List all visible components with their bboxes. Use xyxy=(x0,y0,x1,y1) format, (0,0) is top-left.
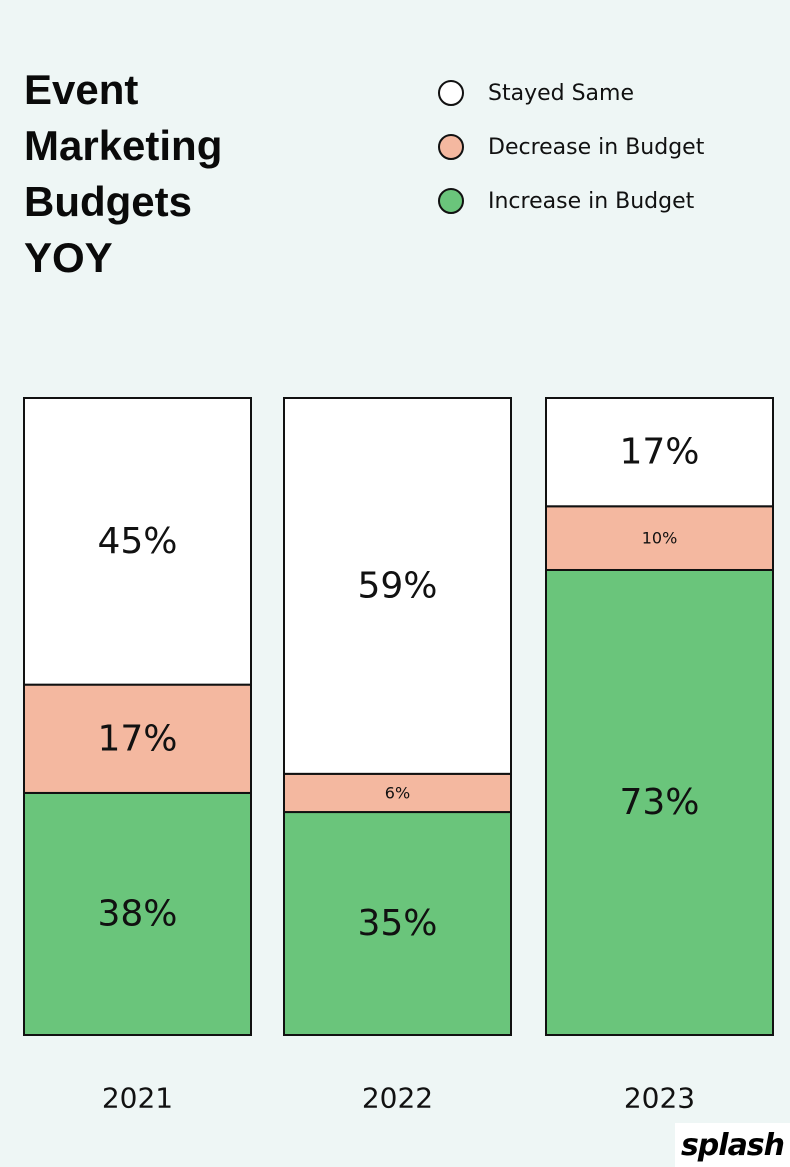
legend-swatch-decrease xyxy=(438,134,464,160)
legend-item-increase: Increase in Budget xyxy=(438,174,704,228)
x-tick-label: 2023 xyxy=(624,1082,695,1115)
data-label: 17% xyxy=(619,432,699,473)
data-label: 73% xyxy=(619,782,699,823)
data-label: 59% xyxy=(357,565,437,606)
legend-item-decrease: Decrease in Budget xyxy=(438,120,704,174)
bar-segment-increase-in-budget-2022 xyxy=(283,811,512,1036)
bar-segment-stayed-same-2021 xyxy=(23,397,252,686)
legend: Stayed Same Decrease in Budget Increase … xyxy=(438,66,704,228)
data-label: 17% xyxy=(97,718,177,759)
legend-item-stayed-same: Stayed Same xyxy=(438,66,704,120)
chart-title: Event Marketing Budgets YOY xyxy=(24,66,223,281)
data-label: 35% xyxy=(357,903,437,944)
data-label: 45% xyxy=(97,521,177,562)
bar-segment-decrease-in-budget-2021 xyxy=(23,683,252,794)
legend-label: Increase in Budget xyxy=(488,188,695,214)
bar-segment-stayed-same-2023 xyxy=(545,397,774,508)
x-tick-label: 2021 xyxy=(102,1082,173,1115)
legend-label: Decrease in Budget xyxy=(488,134,705,160)
data-label: 6% xyxy=(385,783,410,802)
legend-swatch-increase xyxy=(438,188,464,214)
data-label: 10% xyxy=(642,529,678,548)
bar-segment-increase-in-budget-2023 xyxy=(545,568,774,1036)
data-label: 38% xyxy=(97,893,177,934)
bar-segment-stayed-same-2022 xyxy=(283,397,512,775)
splash-logo: splash xyxy=(675,1123,790,1167)
bar-segment-decrease-in-budget-2022 xyxy=(283,772,512,814)
legend-swatch-stayed-same xyxy=(438,80,464,106)
x-tick-label: 2022 xyxy=(362,1082,433,1115)
legend-label: Stayed Same xyxy=(488,80,634,106)
